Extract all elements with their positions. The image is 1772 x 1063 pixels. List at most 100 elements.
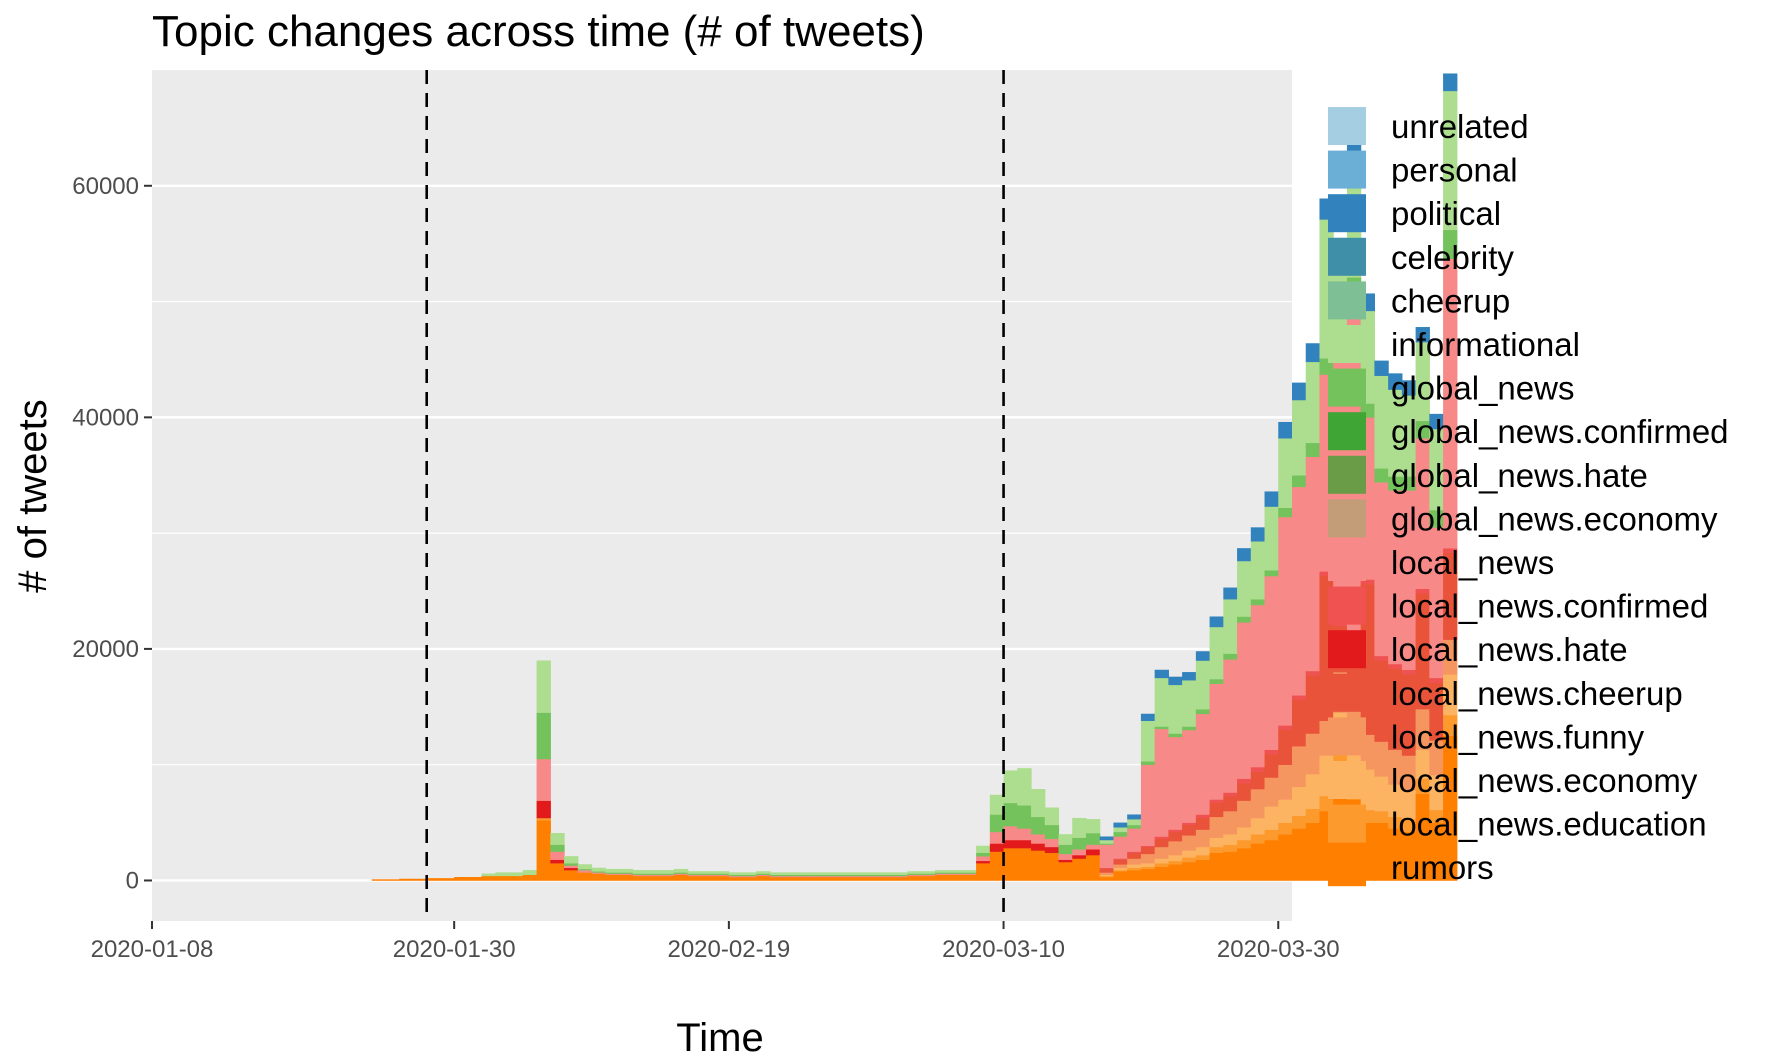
segment-rumors	[1003, 848, 1018, 881]
segment-rumors	[550, 863, 565, 881]
segment-local-news-confirmed	[1237, 778, 1252, 784]
segment-global-news	[577, 868, 593, 871]
segment-local-news-education	[1127, 867, 1142, 871]
segment-global-news	[1223, 653, 1238, 660]
segment-global-news	[948, 872, 963, 874]
segment-informational	[756, 871, 771, 874]
segment-global-news	[811, 874, 826, 877]
segment-political	[1443, 73, 1458, 92]
segment-local-news-funny	[1429, 740, 1444, 776]
segment-informational	[934, 870, 950, 873]
segment-informational	[1154, 677, 1169, 727]
segment-informational	[1374, 375, 1389, 469]
legend-label: local_news.cheerup	[1391, 675, 1683, 712]
segment-local-news-cheerup	[1223, 795, 1238, 812]
legend-key	[1328, 281, 1366, 320]
segment-local-news-funny	[1374, 741, 1389, 777]
segment-informational	[866, 872, 881, 875]
segment-local-news-economy	[1305, 773, 1321, 809]
legend-key	[1328, 543, 1366, 581]
segment-local-news-confirmed	[1182, 822, 1197, 826]
segment-informational	[1044, 807, 1060, 826]
segment-local-news	[770, 875, 785, 878]
segment-informational	[1168, 684, 1183, 734]
segment-global-news	[1031, 816, 1046, 835]
segment-local-news-confirmed	[1401, 669, 1417, 675]
segment-rumors	[1429, 822, 1444, 881]
segment-informational	[879, 872, 895, 875]
segment-local-news-confirmed	[1195, 814, 1211, 819]
legend-key	[1328, 107, 1366, 145]
segment-local-news-confirmed	[1292, 695, 1307, 701]
segment-rumors	[825, 877, 840, 881]
segment-informational	[481, 873, 496, 877]
segment-local-news	[1401, 490, 1417, 671]
segment-local-news-confirmed	[1223, 792, 1238, 797]
segment-local-news-cheerup	[1209, 802, 1224, 818]
segment-local-news-economy	[1401, 790, 1417, 820]
segment-local-news	[1017, 828, 1032, 841]
segment-global-news	[632, 873, 648, 875]
segment-local-news-confirmed	[1209, 799, 1224, 804]
segment-global-news	[660, 873, 675, 875]
y-tick-label: 40000	[72, 404, 139, 431]
segment-local-news	[1429, 527, 1444, 679]
y-tick-label: 60000	[72, 173, 139, 200]
segment-local-news	[742, 875, 757, 878]
segment-rumors	[371, 879, 387, 881]
legend-key	[1328, 717, 1366, 756]
segment-global-news	[962, 872, 977, 874]
segment-local-news-economy	[1099, 874, 1115, 877]
segment-rumors	[1182, 861, 1197, 881]
segment-rumors	[701, 875, 716, 881]
segment-local-news-economy	[1264, 806, 1279, 830]
segment-local-news-economy	[1429, 775, 1444, 811]
segment-rumors	[660, 875, 675, 881]
segment-informational	[1305, 361, 1321, 444]
segment-rumors	[1072, 858, 1087, 881]
segment-rumors	[1085, 855, 1101, 881]
segment-local-news	[1415, 438, 1430, 590]
segment-local-news	[811, 875, 826, 878]
segment-rumors	[1113, 871, 1128, 881]
segment-informational	[605, 868, 620, 873]
segment-political	[1264, 491, 1279, 507]
segment-local-news-economy	[1168, 855, 1183, 862]
segment-rumors	[577, 872, 593, 881]
segment-local-news	[605, 873, 620, 875]
segment-rumors	[797, 877, 812, 881]
segment-informational	[728, 872, 744, 875]
segment-global-news	[921, 873, 936, 875]
segment-local-news-funny	[1237, 800, 1252, 828]
segment-rumors	[687, 875, 702, 881]
segment-local-news	[1168, 736, 1183, 830]
segment-political	[1292, 382, 1307, 401]
segment-local-news	[783, 875, 799, 878]
segment-global-news	[728, 874, 744, 877]
segment-political	[1223, 587, 1238, 600]
legend-label: rumors	[1391, 849, 1494, 886]
segment-rumors	[618, 874, 634, 881]
segment-local-news	[797, 875, 812, 878]
segment-global-news	[1388, 476, 1403, 491]
segment-local-news	[866, 875, 881, 878]
segment-global-news	[893, 874, 909, 877]
segment-global-news	[1237, 616, 1252, 623]
segment-political	[1388, 373, 1403, 390]
segment-local-news-cheerup	[1292, 699, 1307, 747]
legend-label: political	[1391, 195, 1501, 232]
segment-local-news-confirmed	[1319, 571, 1334, 577]
segment-local-news-cheerup	[1113, 859, 1128, 865]
segment-local-news-confirmed	[1278, 725, 1293, 731]
segment-global-news	[1415, 420, 1430, 439]
segment-global-news	[1182, 726, 1197, 731]
segment-global-news	[797, 874, 812, 877]
segment-rumors	[1250, 843, 1266, 881]
segment-local-news-hate	[1017, 839, 1032, 849]
segment-rumors	[426, 878, 442, 881]
segment-local-news	[976, 856, 991, 862]
segment-local-news-confirmed	[1388, 663, 1403, 669]
segment-local-news-economy	[1415, 749, 1430, 779]
segment-local-news-hate	[550, 859, 565, 864]
